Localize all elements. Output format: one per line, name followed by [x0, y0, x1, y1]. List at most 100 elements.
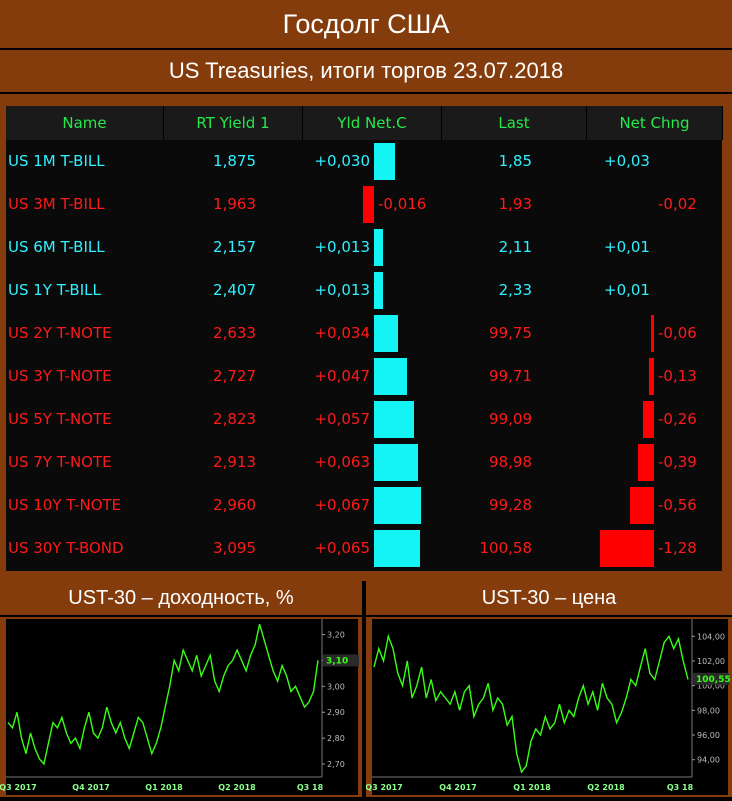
row-yld-chg: +0,034	[314, 324, 370, 342]
row-last: 99,28	[489, 496, 532, 514]
quotes-table: Name RT Yield 1 Yld Net.C Last Net Chng …	[6, 106, 723, 571]
row-yld-chg: +0,047	[314, 367, 370, 385]
y-tick-label: 94,00	[697, 756, 720, 765]
table-row: US 30Y T-BOND 3,095 +0,065 100,58 -1,28	[6, 527, 722, 570]
yld-chg-bar	[374, 530, 420, 567]
row-yield: 2,407	[213, 281, 256, 299]
row-yld-chg: +0,013	[314, 281, 370, 299]
yld-chg-bar	[374, 143, 395, 180]
table-row: US 1M T-BILL 1,875 +0,030 1,85 +0,03	[6, 140, 722, 183]
page-subtitle: US Treasuries, итоги торгов 23.07.2018	[0, 50, 732, 94]
col-last-header: Last	[442, 106, 587, 140]
y-tick-label: 2,90	[327, 708, 345, 717]
row-net-chg: -0,13	[658, 367, 697, 385]
row-net-chg: -0,26	[658, 410, 697, 428]
last-value-box	[323, 654, 359, 667]
series-line	[7, 624, 319, 766]
y-tick-label: 102,00	[697, 657, 725, 666]
row-net-chg: +0,01	[604, 281, 650, 299]
net-chg-bar	[648, 358, 654, 395]
x-tick-label: Q3 18	[297, 783, 324, 792]
last-value-label: 100,55	[696, 675, 731, 685]
row-name: US 6M T-BILL	[8, 238, 105, 256]
y-tick-label: 96,00	[697, 731, 720, 740]
row-yield: 3,095	[213, 539, 256, 557]
row-yld-chg: -0,016	[378, 195, 427, 213]
table-row: US 1Y T-BILL 2,407 +0,013 2,33 +0,01	[6, 269, 722, 312]
row-name: US 10Y T-NOTE	[8, 496, 122, 514]
price-chart: 104,00 102,00 100,00 98,00 96,00 94,00 Q3 2017…	[365, 617, 732, 797]
yld-chg-bar	[362, 186, 374, 223]
net-chg-bar	[630, 487, 654, 524]
page-title: Госдолг США	[0, 0, 732, 50]
row-last: 99,09	[489, 410, 532, 428]
series-line	[373, 633, 689, 774]
x-tick-label: Q2 2018	[587, 783, 625, 792]
row-name: US 7Y T-NOTE	[8, 453, 112, 471]
y-tick-label: 3,00	[327, 682, 345, 691]
x-tick-label: Q3 18	[667, 783, 694, 792]
table-row: US 10Y T-NOTE 2,960 +0,067 99,28 -0,56	[6, 484, 722, 527]
x-tick-label: Q4 2017	[439, 783, 476, 792]
x-tick-label: Q2 2018	[218, 783, 256, 792]
net-chg-bar	[643, 401, 654, 438]
row-last: 99,71	[489, 367, 532, 385]
row-name: US 1Y T-BILL	[8, 281, 101, 299]
row-yld-chg: +0,065	[314, 539, 370, 557]
row-name: US 3Y T-NOTE	[8, 367, 112, 385]
row-net-chg: -0,02	[658, 195, 697, 213]
net-chg-bar	[600, 530, 654, 567]
col-yield-header: RT Yield 1	[164, 106, 303, 140]
row-yield: 1,875	[213, 152, 256, 170]
net-chg-bar	[637, 444, 654, 481]
yld-chg-bar	[374, 444, 419, 481]
row-yld-chg: +0,013	[314, 238, 370, 256]
yld-chg-bar	[374, 272, 384, 309]
table-row: US 2Y T-NOTE 2,633 +0,034 99,75 -0,06	[6, 312, 722, 355]
y-tick-label: 98,00	[697, 706, 720, 715]
row-yield: 2,157	[213, 238, 256, 256]
row-net-chg: +0,01	[604, 238, 650, 256]
row-last: 1,93	[498, 195, 532, 213]
yld-chg-bar	[374, 229, 384, 266]
row-yld-chg: +0,063	[314, 453, 370, 471]
y-tick-label: 2,80	[327, 734, 345, 743]
yld-chg-bar	[374, 487, 421, 524]
table-row: US 5Y T-NOTE 2,823 +0,057 99,09 -0,26	[6, 398, 722, 441]
y-tick-label: 2,70	[327, 760, 345, 769]
x-tick-label: Q4 2017	[72, 783, 109, 792]
y-tick-label: 104,00	[697, 632, 725, 641]
x-tick-label: Q3 2017	[0, 783, 37, 792]
row-name: US 5Y T-NOTE	[8, 410, 112, 428]
yield-chart-title: UST-30 – доходность, %	[0, 581, 362, 615]
row-net-chg: -0,56	[658, 496, 697, 514]
y-tick-label: 100,00	[697, 682, 725, 691]
y-tick-label: 3,20	[327, 631, 345, 640]
row-name: US 3M T-BILL	[8, 195, 105, 213]
row-net-chg: -0,06	[658, 324, 697, 342]
x-tick-label: Q3 2017	[366, 783, 403, 792]
x-tick-label: Q1 2018	[513, 783, 551, 792]
row-last: 100,58	[479, 539, 533, 557]
yld-chg-bar	[374, 315, 398, 352]
row-yield: 1,963	[213, 195, 256, 213]
yield-chart: 3,20 3,10 3,00 2,90 2,80 2,70 Q3 2017 Q4 2017 Q1…	[0, 617, 362, 797]
last-value-box	[693, 672, 729, 685]
row-yld-chg: +0,067	[314, 496, 370, 514]
x-tick-label: Q1 2018	[145, 783, 183, 792]
row-name: US 1M T-BILL	[8, 152, 105, 170]
row-net-chg: +0,03	[604, 152, 650, 170]
row-name: US 2Y T-NOTE	[8, 324, 112, 342]
row-last: 98,98	[489, 453, 532, 471]
row-yield: 2,727	[213, 367, 256, 385]
row-net-chg: -1,28	[658, 539, 697, 557]
row-yield: 2,913	[213, 453, 256, 471]
row-name: US 30Y T-BOND	[8, 539, 124, 557]
row-yield: 2,633	[213, 324, 256, 342]
table-row: US 7Y T-NOTE 2,913 +0,063 98,98 -0,39	[6, 441, 722, 484]
last-value-label: 3,10	[326, 656, 348, 666]
row-last: 99,75	[489, 324, 532, 342]
yld-chg-bar	[374, 401, 414, 438]
row-last: 2,33	[498, 281, 532, 299]
table-row: US 3M T-BILL 1,963 -0,016 1,93 -0,02	[6, 183, 722, 226]
